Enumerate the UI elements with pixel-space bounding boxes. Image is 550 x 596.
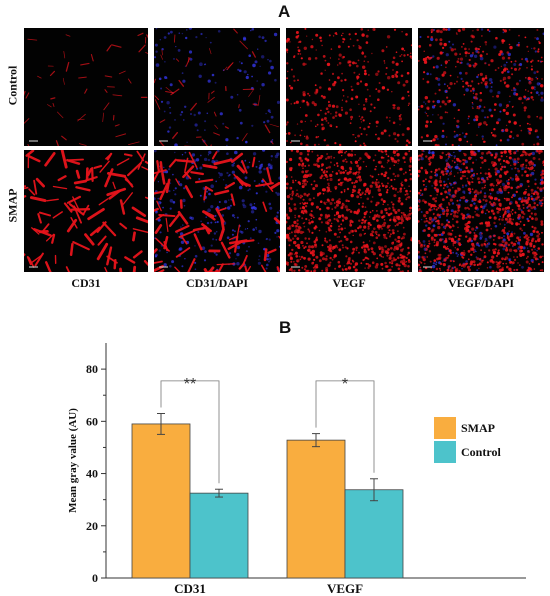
legend-swatch-smap bbox=[434, 417, 456, 439]
x-tick-label: CD31 bbox=[174, 581, 206, 596]
column-label-cd31: CD31 bbox=[71, 276, 101, 290]
legend-swatch-control bbox=[434, 441, 456, 463]
x-tick-label: VEGF bbox=[327, 581, 363, 596]
y-tick-label: 60 bbox=[86, 414, 98, 428]
panel-a-label: A bbox=[278, 2, 291, 21]
column-label-vegf: VEGF bbox=[332, 276, 366, 290]
y-tick-label: 20 bbox=[86, 519, 98, 533]
significance-marker: ** bbox=[184, 376, 196, 393]
micrograph-smap-cd31 bbox=[24, 150, 148, 272]
micrograph-control-vegf-dapi bbox=[418, 28, 544, 146]
micrograph-smap-vegf-dapi bbox=[418, 150, 544, 272]
column-label-vegf-dapi: VEGF/DAPI bbox=[448, 276, 514, 290]
significance-bracket bbox=[315, 380, 375, 473]
panel-b-label: B bbox=[279, 318, 292, 337]
bar-control-cd31 bbox=[189, 492, 249, 579]
bar-smap-cd31 bbox=[131, 423, 191, 579]
legend-label-control: Control bbox=[461, 445, 501, 459]
bar-smap-vegf bbox=[286, 439, 346, 579]
y-tick-label: 40 bbox=[86, 467, 98, 481]
micrograph-smap-cd31-dapi bbox=[154, 150, 280, 272]
micrograph-control-vegf bbox=[286, 28, 412, 146]
micrograph-control-cd31 bbox=[24, 28, 148, 146]
significance-bracket bbox=[160, 380, 220, 484]
y-tick-label: 80 bbox=[86, 362, 98, 376]
significance-marker: * bbox=[342, 376, 348, 393]
y-tick-label: 0 bbox=[92, 571, 98, 585]
y-axis-label: Mean gray value (AU) bbox=[67, 408, 79, 513]
micrograph-control-cd31-dapi bbox=[154, 28, 280, 146]
column-label-cd31-dapi: CD31/DAPI bbox=[186, 276, 248, 290]
micrograph-smap-vegf bbox=[286, 150, 412, 272]
bar-control-vegf bbox=[344, 489, 404, 579]
legend-label-smap: SMAP bbox=[461, 421, 495, 435]
